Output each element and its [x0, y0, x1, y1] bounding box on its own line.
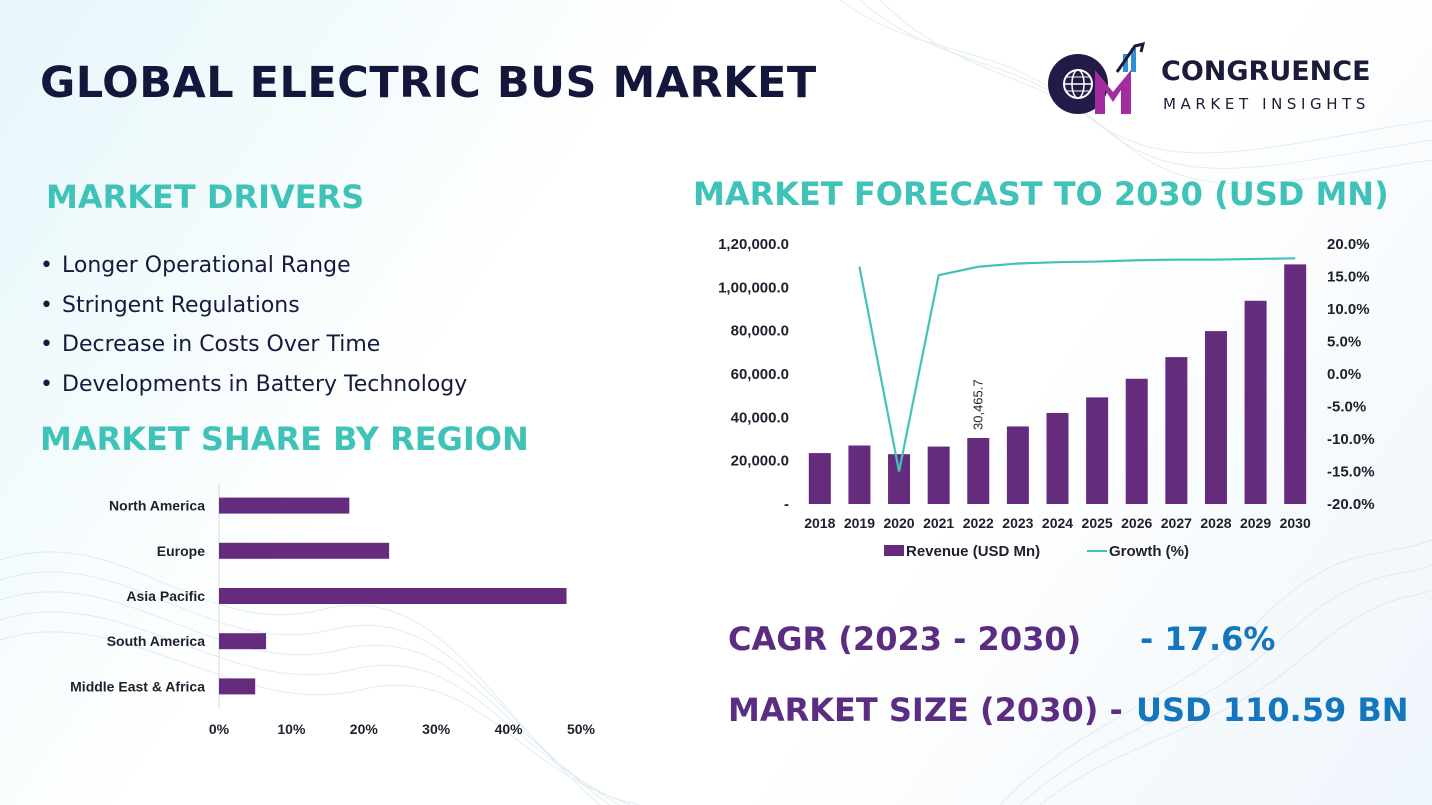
- revenue-bar: [848, 445, 871, 504]
- left-axis-tick: 40,000.0: [731, 409, 789, 426]
- right-axis-tick: -20.0%: [1327, 496, 1375, 513]
- revenue-bar: [888, 454, 911, 504]
- year-label: 2029: [1240, 515, 1271, 531]
- cagr-label: CAGR (2023 - 2030): [728, 620, 1082, 658]
- right-axis-tick: -5.0%: [1327, 399, 1366, 416]
- forecast-heading: MARKET FORECAST TO 2030 (USD MN): [693, 175, 1389, 213]
- x-tick-label: 20%: [350, 721, 379, 737]
- share-bar: [219, 542, 390, 559]
- list-item: • Decrease in Costs Over Time: [40, 329, 467, 369]
- drivers-list: • Longer Operational Range • Stringent Reg…: [40, 250, 467, 408]
- left-axis-tick: 60,000.0: [731, 366, 789, 383]
- x-tick-label: 10%: [277, 721, 306, 737]
- year-label: 2025: [1082, 515, 1113, 531]
- year-label: 2028: [1200, 515, 1231, 531]
- year-label: 2018: [804, 515, 835, 531]
- list-item: • Stringent Regulations: [40, 290, 467, 330]
- region-label: North America: [109, 498, 205, 514]
- right-axis-tick: -10.0%: [1327, 431, 1375, 448]
- list-item: • Longer Operational Range: [40, 250, 467, 290]
- x-tick-label: 40%: [495, 721, 524, 737]
- right-axis-tick: 0.0%: [1327, 366, 1361, 383]
- x-tick-label: 30%: [422, 721, 451, 737]
- revenue-bar: [1046, 413, 1069, 504]
- revenue-bar: [1244, 300, 1267, 504]
- right-axis-tick: 5.0%: [1327, 334, 1361, 351]
- growth-line: [858, 257, 1296, 472]
- drivers-heading: MARKET DRIVERS: [46, 178, 365, 216]
- page-title: GLOBAL ELECTRIC BUS MARKET: [40, 58, 817, 108]
- legend-label-growth: Growth (%): [1109, 543, 1189, 560]
- driver-text: Stringent Regulations: [62, 292, 300, 318]
- legend-label-revenue: Revenue (USD Mn): [906, 543, 1040, 560]
- region-label: Middle East & Africa: [70, 678, 205, 694]
- year-label: 2026: [1121, 515, 1152, 531]
- revenue-bar: [1284, 264, 1307, 504]
- left-axis-tick: 80,000.0: [731, 323, 789, 340]
- year-label: 2022: [963, 515, 994, 531]
- right-axis-tick: -15.0%: [1327, 464, 1375, 481]
- revenue-bar: [1006, 426, 1029, 504]
- logo-subtitle: MARKET INSIGHTS: [1163, 95, 1371, 113]
- driver-text: Developments in Battery Technology: [62, 371, 468, 397]
- cagr-value: - 17.6%: [1140, 620, 1276, 658]
- region-label: Asia Pacific: [126, 588, 205, 604]
- x-tick-label: 0%: [209, 721, 230, 737]
- right-axis-tick: 10.0%: [1327, 301, 1370, 318]
- revenue-bar: [927, 446, 950, 504]
- logo-name: CONGRUENCE: [1161, 56, 1371, 87]
- forecast-chart: - 20,000.0 40,000.0 60,000.0 80,000.0 1,00,00…: [718, 236, 1374, 560]
- market-size-value: USD 110.59 BN: [1136, 691, 1409, 729]
- share-bar: [219, 678, 256, 695]
- share-heading: MARKET SHARE BY REGION: [40, 420, 529, 458]
- left-axis-tick: 1,20,000.0: [718, 236, 789, 253]
- year-label: 2019: [844, 515, 875, 531]
- revenue-bar: [1165, 357, 1188, 504]
- revenue-bar: [967, 437, 990, 504]
- year-label: 2024: [1042, 515, 1073, 531]
- region-label: Europe: [157, 543, 205, 559]
- year-label: 2021: [923, 515, 954, 531]
- year-label: 2030: [1280, 515, 1311, 531]
- right-axis-tick: 20.0%: [1327, 236, 1370, 253]
- year-label: 2020: [883, 515, 914, 531]
- share-bar: [219, 497, 350, 514]
- year-label: 2027: [1161, 515, 1192, 531]
- left-axis-tick: 20,000.0: [731, 453, 789, 470]
- share-bar: [219, 633, 267, 650]
- region-label: South America: [107, 633, 205, 649]
- list-item: • Developments in Battery Technology: [40, 369, 467, 409]
- cmi-globe-logo-icon: [1048, 41, 1146, 114]
- year-label: 2023: [1002, 515, 1033, 531]
- share-bar: [219, 588, 567, 604]
- region-share-chart: North America Europe Asia Pacific South Ame…: [70, 483, 596, 737]
- bullet-icon: •: [40, 292, 53, 318]
- bullet-icon: •: [40, 332, 53, 357]
- right-axis-tick: 15.0%: [1327, 269, 1370, 286]
- market-size-label: MARKET SIZE (2030) -: [728, 691, 1123, 729]
- data-label: 30,465.7: [970, 379, 985, 430]
- brand-logo: CONGRUENCE MARKET INSIGHTS: [1043, 40, 1403, 120]
- revenue-bar: [1204, 331, 1227, 504]
- bullet-icon: •: [40, 371, 53, 397]
- driver-text: Decrease in Costs Over Time: [62, 332, 381, 357]
- revenue-bar: [808, 453, 831, 504]
- left-axis-tick: -: [784, 496, 789, 513]
- revenue-bar: [1086, 397, 1109, 504]
- bullet-icon: •: [40, 253, 53, 278]
- revenue-bar: [1125, 378, 1148, 504]
- driver-text: Longer Operational Range: [62, 253, 351, 278]
- left-axis-tick: 1,00,000.0: [718, 279, 789, 296]
- legend-swatch-revenue: [884, 545, 904, 556]
- x-tick-label: 50%: [567, 721, 596, 737]
